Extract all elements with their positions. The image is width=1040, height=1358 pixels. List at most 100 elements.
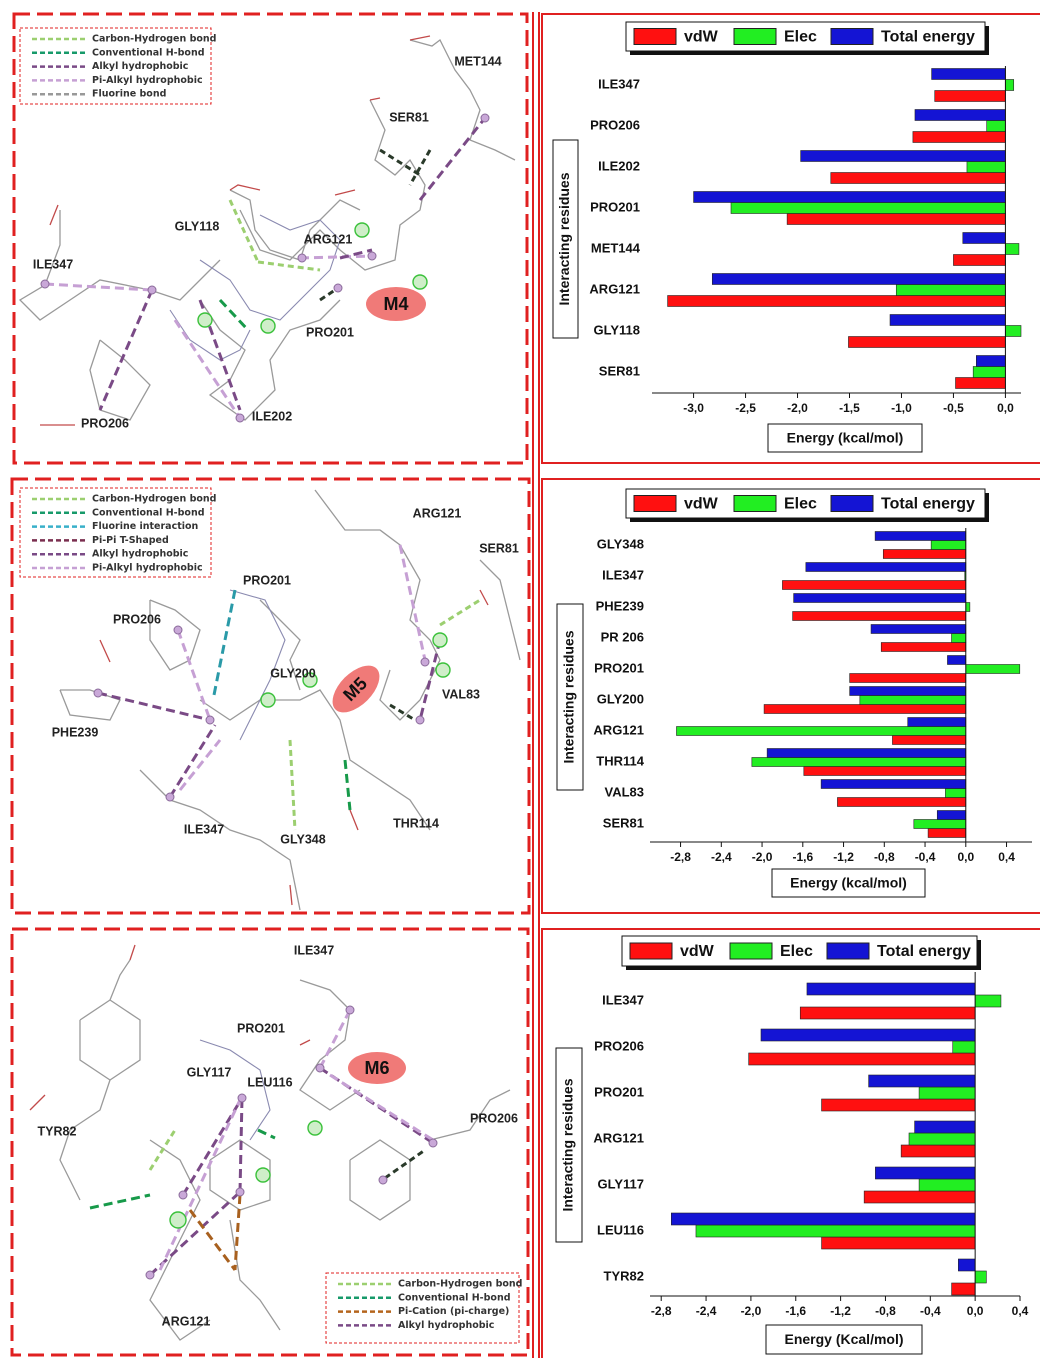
bar — [694, 192, 1006, 203]
bar — [752, 758, 966, 767]
bar — [963, 233, 1006, 244]
x-tick-label: 0,0 — [997, 401, 1014, 415]
bar — [848, 337, 1005, 348]
y-tick-label: ARG121 — [589, 281, 640, 296]
legend-label: vdW — [684, 496, 719, 513]
legend-swatch — [734, 496, 776, 512]
residue-label: ARG121 — [162, 1314, 211, 1328]
bar — [987, 121, 1006, 132]
y-tick-label: MET144 — [591, 240, 641, 255]
bar — [822, 1099, 976, 1111]
bar — [896, 285, 1005, 296]
legend-label: vdW — [684, 29, 719, 46]
y-tick-label: PHE239 — [596, 598, 644, 613]
x-tick-label: -2,4 — [696, 1304, 717, 1318]
legend-swatch — [827, 943, 869, 959]
bar — [806, 563, 966, 572]
residue-label: MET144 — [454, 54, 501, 68]
y-tick-label: SER81 — [603, 815, 644, 830]
x-tick-label: -1,6 — [785, 1304, 806, 1318]
legend-label: Conventional H-bond — [398, 1292, 511, 1303]
legend-label: Total energy — [877, 943, 971, 960]
bar — [869, 1075, 976, 1087]
bar — [761, 1029, 975, 1041]
bar — [931, 541, 966, 550]
residue-label: GLY117 — [187, 1065, 232, 1079]
page: {"chart_data":[ {"type":"barh","categori… — [0, 0, 1040, 1358]
y-tick-label: ARG121 — [593, 722, 644, 737]
x-tick-label: -1,2 — [830, 1304, 851, 1318]
x-tick-label: -0,4 — [920, 1304, 941, 1318]
x-tick-label: -1,0 — [891, 401, 912, 415]
x-tick-label: -0,8 — [875, 1304, 896, 1318]
bar — [883, 550, 966, 559]
bar — [1005, 326, 1021, 337]
y-tick-label: PRO201 — [590, 199, 640, 214]
x-tick-label: -2,0 — [752, 850, 773, 864]
y-axis-title: Interacting residues — [556, 172, 572, 305]
x-tick-label: -1,6 — [792, 850, 813, 864]
y-tick-label: ILE347 — [602, 992, 644, 1007]
legend-label: Alkyl hydrophobic — [398, 1320, 494, 1331]
bar — [952, 1283, 976, 1295]
bar — [1005, 244, 1019, 255]
bar — [850, 687, 966, 696]
y-tick-label: LEU116 — [597, 1222, 644, 1237]
y-tick-label: GLY200 — [597, 691, 644, 706]
legend-label: vdW — [680, 943, 715, 960]
bar — [908, 718, 966, 727]
bar — [871, 625, 966, 634]
bar — [767, 749, 966, 758]
molecule-name: M4 — [383, 294, 408, 314]
residue-label: ARG121 — [413, 506, 462, 520]
legend-label: Total energy — [881, 496, 975, 513]
residue-label: GLY200 — [270, 666, 315, 680]
bar — [764, 705, 966, 714]
bar — [782, 581, 965, 590]
legend-swatch — [831, 29, 873, 45]
y-tick-label: PRO206 — [594, 1038, 644, 1053]
x-tick-label: -1,5 — [839, 401, 860, 415]
legend-swatch — [734, 29, 776, 45]
legend-swatch — [630, 943, 672, 959]
bar — [937, 811, 966, 820]
bar — [909, 1133, 975, 1145]
residue-label: GLY348 — [280, 832, 325, 846]
y-tick-label: SER81 — [599, 363, 640, 378]
residue-labels: MET144 SER81 GLY118 ARG121 ILE347 PRO201… — [33, 54, 519, 1328]
residue-label: PRO206 — [113, 612, 161, 626]
legend-label: Alkyl hydrophobic — [92, 61, 188, 72]
residue-label: PRO206 — [470, 1111, 518, 1125]
bar — [831, 173, 1006, 184]
bar — [749, 1053, 975, 1065]
bar — [956, 378, 1006, 389]
bar — [953, 255, 1005, 266]
bar — [913, 132, 1006, 143]
residue-label: ILE202 — [252, 409, 292, 423]
y-tick-label: GLY117 — [597, 1176, 644, 1191]
x-tick-label: 0,0 — [967, 1304, 984, 1318]
bar — [966, 603, 970, 612]
bar — [932, 69, 1006, 80]
bar — [794, 594, 966, 603]
residue-label: ARG121 — [304, 232, 353, 246]
bar — [945, 789, 965, 798]
y-tick-label: PRO201 — [594, 1084, 644, 1099]
y-tick-label: PRO201 — [594, 660, 644, 675]
bar — [975, 1271, 986, 1283]
residue-label: PRO201 — [306, 325, 354, 339]
x-tick-label: -0,8 — [874, 850, 895, 864]
legend-label: Pi-Pi T-Shaped — [92, 535, 169, 546]
x-tick-label: -1,2 — [833, 850, 854, 864]
bar — [821, 780, 966, 789]
residue-label: ILE347 — [33, 257, 73, 271]
legend-label: Fluorine interaction — [92, 521, 199, 532]
y-tick-label: ILE347 — [602, 567, 644, 582]
legend-label: Fluorine bond — [92, 89, 166, 100]
y-tick-label: GLY348 — [597, 536, 644, 551]
legend-label: Conventional H-bond — [92, 507, 205, 518]
bar — [801, 151, 1006, 162]
x-tick-label: -2,0 — [741, 1304, 762, 1318]
x-axis-title: Energy (kcal/mol) — [787, 430, 904, 446]
y-tick-label: PR 206 — [601, 629, 644, 644]
